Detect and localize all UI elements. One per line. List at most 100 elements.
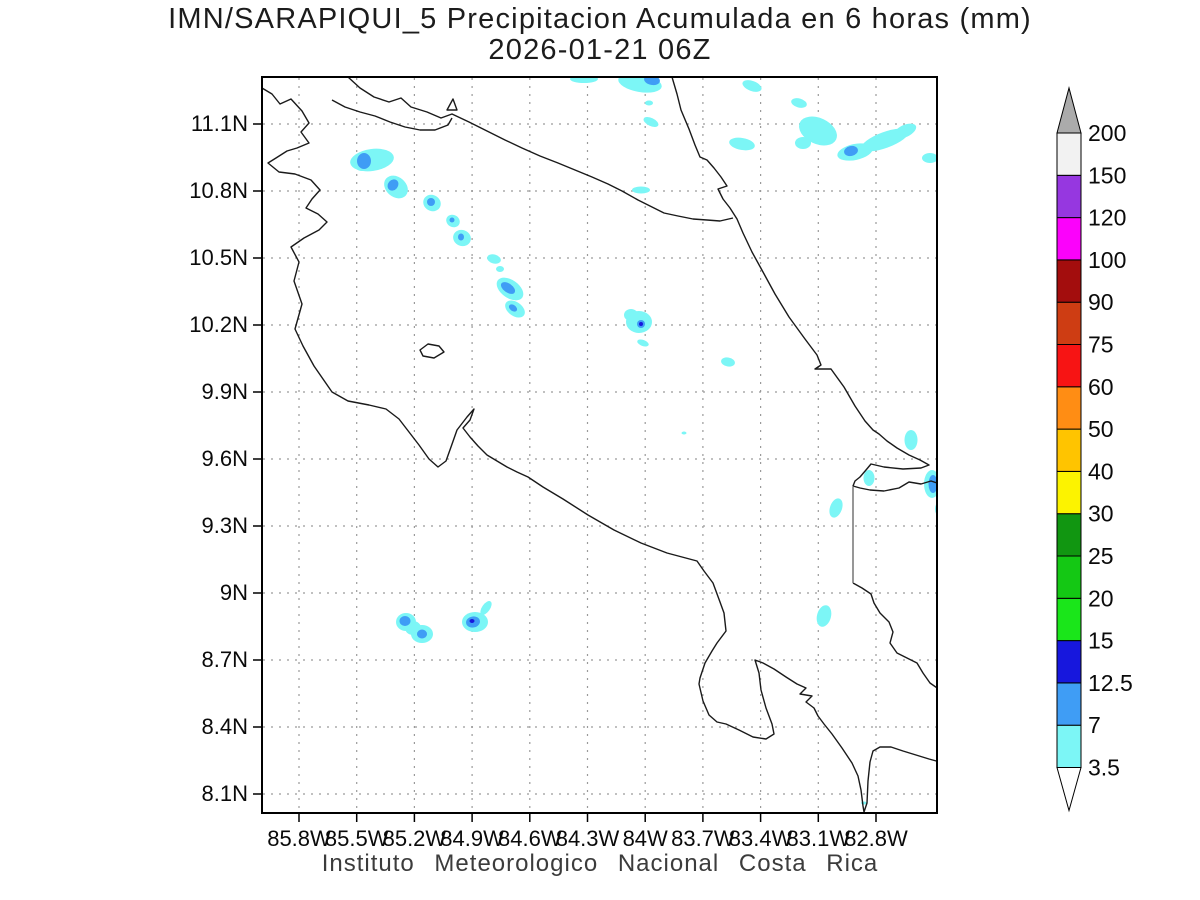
colorbar-segment	[1056, 132, 1082, 176]
lat-tick-label: 9N	[220, 580, 248, 605]
axis-labels: 11.1N 10.8N 10.5N 10.2N 9.9N 9.6N 9.3N 9N 8.7N 8.…	[189, 111, 908, 851]
precip-cell-level-b	[500, 282, 516, 294]
precip-cell-level-n	[639, 322, 643, 326]
precip-cell-level-c	[632, 186, 650, 194]
precipitation-cells	[350, 77, 937, 805]
precip-cell-level-b	[449, 217, 455, 223]
coastlines	[262, 77, 937, 813]
island-outline	[446, 98, 458, 111]
lat-tick-label: 11.1N	[191, 111, 248, 136]
lon-tick-label: 85.8W	[267, 826, 331, 851]
precip-cell-level-c	[893, 123, 917, 139]
precip-cell-level-b	[387, 179, 399, 191]
lat-tick-label: 8.4N	[202, 714, 248, 739]
colorbar-segment	[1056, 344, 1082, 388]
lon-tick-label: 85.2W	[383, 826, 447, 851]
precip-cell-level-b	[508, 304, 518, 312]
precip-cell-level-c	[480, 601, 492, 615]
colorbar-level-label: 120	[1088, 205, 1126, 231]
colorbar-segment	[1056, 597, 1082, 642]
colorbar-segment	[1056, 301, 1082, 346]
precip-cell-level-c	[829, 498, 843, 518]
precip-cell-level-c	[487, 254, 501, 264]
colorbar-segment	[1056, 428, 1082, 472]
colorbar-segment	[1056, 682, 1082, 726]
precip-cell-level-c	[922, 153, 937, 163]
colorbar-level-label: 15	[1088, 628, 1114, 654]
lon-tick-label: 84.3W	[556, 826, 620, 851]
lon-tick-label: 84.9W	[440, 826, 504, 851]
lon-tick-label: 83.1W	[787, 826, 851, 851]
colorbar-level-label: 200	[1088, 120, 1126, 146]
colorbar-level-label: 40	[1088, 458, 1114, 484]
precip-cell-level-c	[624, 309, 638, 321]
precip-cell-level-c	[570, 77, 598, 83]
colorbar-level-label: 150	[1088, 162, 1126, 188]
precip-cell-level-c	[637, 339, 649, 347]
lat-tick-label: 8.7N	[202, 647, 248, 672]
precip-cell-level-c	[645, 100, 653, 106]
plot-title-line2: 2026-01-21 06Z	[488, 34, 712, 66]
precip-cell-level-c	[729, 137, 755, 151]
lon-tick-label: 84.6W	[498, 826, 562, 851]
colorbar-level-label: 25	[1088, 543, 1114, 569]
lat-tick-label: 9.3N	[202, 513, 248, 538]
lon-tick-label: 83.4W	[729, 826, 793, 851]
precip-cell-level-c	[791, 98, 807, 108]
precip-cell-level-b	[399, 616, 411, 626]
precip-cell-level-c	[405, 621, 421, 635]
colorbar-segment	[1056, 217, 1082, 261]
plot-title: IMN/SARAPIQUI_5 Precipitacion Acumulada …	[0, 4, 1200, 66]
lon-tick-label: 84W	[623, 826, 668, 851]
colorbar-level-label: 90	[1088, 289, 1114, 315]
colorbar-segment	[1056, 513, 1082, 557]
colorbar-level-label: 20	[1088, 585, 1114, 611]
precip-cell-level-c	[799, 116, 837, 146]
precip-cell-level-c	[742, 80, 762, 92]
lat-tick-label: 10.2N	[189, 312, 248, 337]
coastline	[347, 77, 734, 222]
plot-title-line1: IMN/SARAPIQUI_5 Precipitacion Acumulada …	[168, 3, 1032, 35]
colorbar-level-label: 60	[1088, 374, 1114, 400]
precip-cell-level-c	[795, 137, 811, 149]
lat-tick-label: 8.1N	[202, 781, 248, 806]
coastline	[262, 87, 937, 813]
colorbar-level-label: 12.5	[1088, 670, 1133, 696]
plot-frame	[261, 76, 938, 814]
precip-cell-level-b	[458, 233, 464, 241]
precip-cell-level-b	[417, 629, 427, 639]
colorbar-segment	[1056, 259, 1082, 303]
precip-cell-level-c	[816, 605, 832, 627]
colorbar-segment	[1056, 470, 1082, 515]
precip-cell-level-b	[357, 153, 371, 169]
coastline	[331, 99, 453, 131]
lon-tick-label: 82.8W	[844, 826, 908, 851]
colorbar-segment	[1056, 386, 1082, 430]
colorbar-segment	[1056, 555, 1082, 599]
colorbar-level-label: 3.5	[1088, 755, 1120, 781]
colorbar-above-max-arrow	[1056, 86, 1082, 134]
precip-cell-level-c	[496, 266, 504, 272]
colorbar-level-label: 75	[1088, 332, 1114, 358]
lat-tick-label: 10.8N	[189, 178, 248, 203]
precip-cell-level-c	[904, 430, 918, 450]
coastline	[671, 77, 937, 492]
coastline	[852, 582, 937, 689]
lat-tick-label: 9.6N	[202, 446, 248, 471]
lon-tick-label: 83.7W	[671, 826, 735, 851]
colorbar-segment	[1056, 640, 1082, 684]
graticule	[263, 78, 936, 812]
precip-cell-level-c	[863, 470, 875, 486]
precip-cell-level-b	[427, 198, 435, 206]
precip-cell-level-n	[469, 619, 475, 623]
precip-cell-level-b	[928, 475, 937, 493]
precip-cell-level-c	[721, 357, 735, 367]
colorbar-level-label: 30	[1088, 501, 1114, 527]
footer-attribution: Instituto Meteorologico Nacional Costa R…	[321, 850, 879, 877]
lat-tick-label: 10.5N	[189, 245, 248, 270]
lat-tick-label: 9.9N	[202, 379, 248, 404]
colorbar-segment	[1056, 174, 1082, 219]
lon-tick-label: 85.5W	[325, 826, 389, 851]
